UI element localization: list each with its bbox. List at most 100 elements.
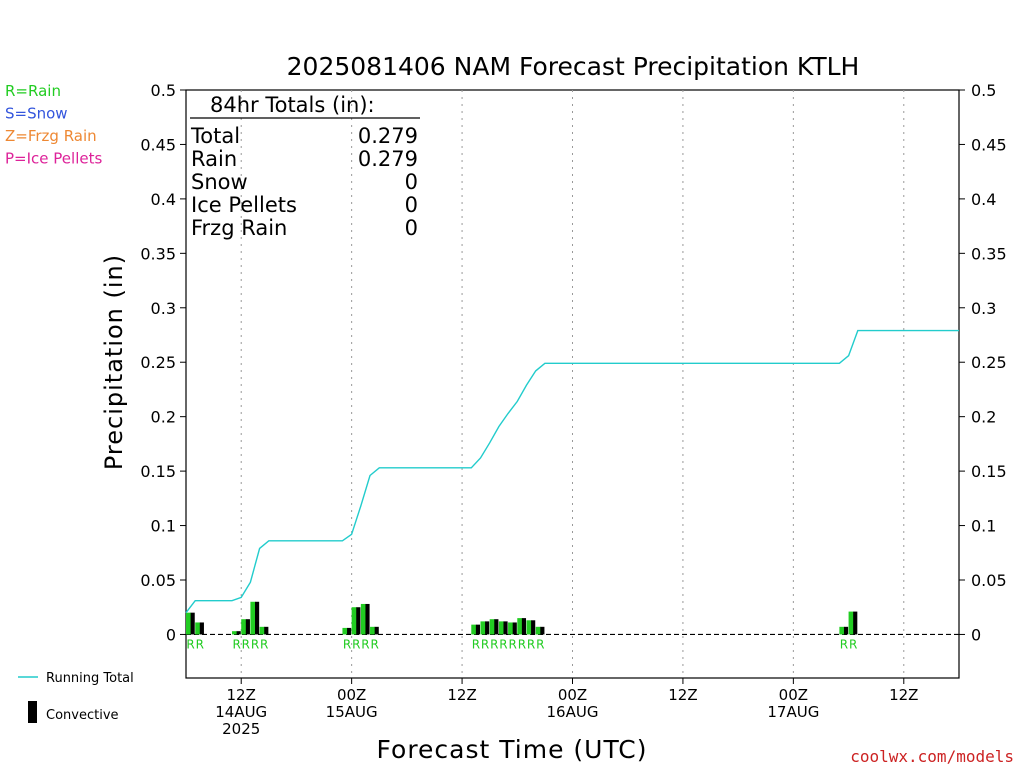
convective-bar-1: [199, 622, 204, 635]
x-tick-label-5-0: 00Z: [779, 686, 808, 704]
precip-type-label-4: R: [251, 637, 259, 651]
precip-bar-18: [839, 626, 845, 635]
convective-bar-5: [264, 626, 269, 635]
x-tick-label-1-1: 15AUG: [326, 703, 378, 721]
precip-bar-9: [370, 626, 376, 635]
convective-bar-17: [540, 626, 545, 635]
totals-value-2: 0: [405, 170, 418, 194]
convective-bar-3: [245, 619, 250, 635]
precip-bar-8: [360, 603, 366, 635]
y-tick-label-right-1: 0.05: [971, 571, 1007, 590]
totals-value-1: 0.279: [358, 147, 418, 171]
precip-type-label-8: R: [361, 637, 369, 651]
precip-bar-12: [489, 619, 495, 635]
totals-header: 84hr Totals (in):: [210, 93, 375, 117]
totals-value-4: 0: [405, 216, 418, 240]
precip-bar-14: [508, 622, 514, 635]
precip-type-label-19: R: [849, 637, 857, 651]
precip-type-label-13: R: [499, 637, 507, 651]
precip-type-label-18: R: [840, 637, 848, 651]
precip-bar-15: [517, 618, 523, 635]
convective-bar-16: [531, 620, 536, 635]
y-tick-label-left-10: 0.5: [151, 81, 176, 100]
convective-bar-4: [255, 601, 260, 635]
y-tick-label-left-3: 0.15: [140, 462, 176, 481]
precip-type-legend: R=Rain S=Snow Z=Frzg Rain P=Ice Pellets: [5, 82, 102, 168]
x-tick-label-1-0: 00Z: [337, 686, 366, 704]
y-tick-label-right-9: 0.45: [971, 135, 1007, 154]
precip-type-label-11: R: [481, 637, 489, 651]
precip-type-label-10: R: [472, 637, 480, 651]
x-tick-label-3-0: 00Z: [558, 686, 587, 704]
y-tick-label-left-1: 0.05: [140, 571, 176, 590]
y-tick-label-right-2: 0.1: [971, 517, 996, 536]
y-axis-label: Precipitation (in): [100, 254, 128, 470]
convective-bar-13: [503, 621, 508, 635]
legend-type-3: P=Ice Pellets: [5, 150, 102, 168]
convective-bar-14: [512, 622, 517, 635]
precip-type-label-0: R: [186, 637, 194, 651]
precip-type-label-14: R: [509, 637, 517, 651]
precip-type-label-17: R: [536, 637, 544, 651]
convective-bar-0: [190, 612, 195, 635]
precip-bar-5: [259, 626, 265, 635]
totals-box: 84hr Totals (in): Total 0.279 Rain 0.279 Sno…: [190, 93, 420, 240]
convective-legend-label: Convective: [46, 708, 119, 723]
precip-type-label-3: R: [242, 637, 250, 651]
y-tick-label-left-0: 0: [166, 625, 176, 644]
precip-type-label-5: R: [260, 637, 268, 651]
convective-bar-8: [365, 603, 370, 635]
precip-bar-7: [351, 607, 357, 635]
convective-bar-6: [347, 627, 352, 635]
credit-text: coolwx.com/models: [850, 747, 1014, 766]
precip-bar-0: [186, 612, 192, 635]
y-tick-label-left-9: 0.45: [140, 135, 176, 154]
precip-bar-16: [526, 620, 532, 635]
convective-bar-9: [374, 626, 379, 635]
y-tick-label-right-0: 0: [971, 625, 981, 644]
precip-type-label-6: R: [343, 637, 351, 651]
y-axis-ticks: 0 00.05 0.050.1 0.10.15 0.150.2 0.20.25 0.250.…: [140, 81, 1006, 644]
legend-type-0: R=Rain: [5, 82, 61, 100]
running-total-legend-label: Running Total: [46, 671, 134, 686]
convective-bar-10: [475, 624, 481, 635]
precip-type-label-16: R: [527, 637, 535, 651]
x-tick-label-5-1: 17AUG: [767, 703, 819, 721]
totals-label-1: Rain: [191, 147, 237, 171]
precip-bar-3: [241, 619, 247, 635]
x-tick-label-0-0: 12Z: [227, 686, 256, 704]
x-tick-label-3-1: 16AUG: [547, 703, 599, 721]
precip-bar-13: [498, 621, 504, 635]
precip-type-label-7: R: [352, 637, 360, 651]
y-tick-label-right-5: 0.25: [971, 353, 1007, 372]
y-tick-label-right-8: 0.4: [971, 190, 996, 209]
y-tick-label-right-6: 0.3: [971, 299, 996, 318]
totals-value-0: 0.279: [358, 124, 418, 148]
precip-bar-10: [471, 624, 477, 635]
y-tick-label-right-10: 0.5: [971, 81, 996, 100]
y-tick-label-left-4: 0.2: [151, 408, 176, 427]
x-tick-label-2-0: 12Z: [447, 686, 476, 704]
precip-type-label-1: R: [196, 637, 204, 651]
y-tick-label-left-2: 0.1: [151, 517, 176, 536]
convective-bar-12: [494, 619, 499, 635]
y-tick-label-right-3: 0.15: [971, 462, 1007, 481]
convective-bar-11: [485, 621, 490, 635]
x-axis-label: Forecast Time (UTC): [377, 735, 648, 764]
precip-bar-2: [232, 631, 238, 635]
precip-type-label-2: R: [232, 637, 240, 651]
x-tick-label-0-2: 2025: [222, 720, 260, 738]
precip-bar-11: [480, 621, 486, 635]
totals-label-3: Ice Pellets: [191, 193, 297, 217]
totals-label-0: Total: [190, 124, 240, 148]
totals-label-4: Frzg Rain: [191, 216, 287, 240]
running-total-line: [185, 329, 959, 614]
grid-lines: [240, 90, 905, 678]
convective-bar-2: [236, 631, 241, 635]
precip-type-label-15: R: [518, 637, 526, 651]
convective-bar-19: [853, 611, 858, 635]
precip-bar-17: [535, 626, 541, 635]
x-tick-label-6-0: 12Z: [889, 686, 918, 704]
precip-type-label-9: R: [370, 637, 378, 651]
